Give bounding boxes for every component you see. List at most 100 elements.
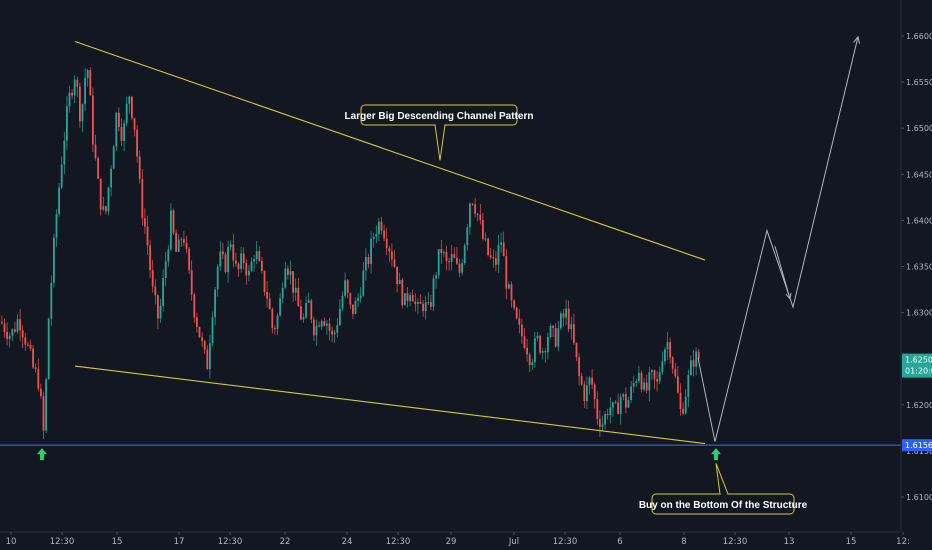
candle-down <box>146 226 149 246</box>
candle-up <box>11 329 14 336</box>
time-tick-label: 12:30 <box>553 537 578 547</box>
time-tick-label: 12: <box>896 537 910 547</box>
candle-down <box>261 260 263 271</box>
candle-up <box>276 315 279 329</box>
candle-up <box>63 140 66 165</box>
support-price-badge[interactable] <box>902 439 932 452</box>
candle-down <box>448 261 450 263</box>
candle-down <box>196 317 198 327</box>
candle-up <box>66 106 68 141</box>
candle-down <box>653 370 656 380</box>
candle-down <box>287 268 289 275</box>
candle-down <box>401 279 404 306</box>
candle-up <box>305 302 307 318</box>
candle-down <box>175 232 177 252</box>
candle-down <box>445 251 448 262</box>
candle-down <box>224 254 227 273</box>
candle-down <box>310 300 313 320</box>
candle-up <box>586 385 588 402</box>
candle-up <box>404 293 406 306</box>
candle-down <box>313 319 315 336</box>
candle-up <box>162 278 164 306</box>
candle-up <box>661 361 664 373</box>
price-axis[interactable]: 1.66000 1.65500 1.65000 1.64500 1.64000 1.635… <box>900 0 932 550</box>
candle-up <box>50 282 53 319</box>
candle-down <box>258 251 261 261</box>
candle-down <box>471 203 474 205</box>
candle-up <box>250 261 253 271</box>
candle-down <box>440 249 443 254</box>
candle-down <box>97 158 99 179</box>
candle-down <box>271 309 274 329</box>
candle-down <box>349 293 352 305</box>
price-tick-label: 1.65500 <box>906 78 932 87</box>
time-tick-label: 13 <box>784 537 795 547</box>
candle-up <box>643 382 645 390</box>
candle-up <box>372 236 375 239</box>
channel-callout[interactable]: Larger Big Descending Channel Pattern <box>345 104 534 161</box>
candle-up <box>362 270 365 296</box>
candle-down <box>385 238 388 249</box>
candle-up <box>307 300 310 303</box>
candle-down <box>34 367 37 369</box>
candle-down <box>99 178 102 210</box>
time-tick-label: 15 <box>112 537 123 547</box>
candle-down <box>380 221 383 231</box>
buy-arrow-icon <box>37 448 47 461</box>
candle-up <box>560 313 562 329</box>
candle-up <box>344 280 346 297</box>
buy-callout[interactable]: Buy on the Bottom Of the Structure <box>639 463 808 515</box>
current-price-badge[interactable] <box>902 353 932 378</box>
candle-down <box>3 323 6 332</box>
candle-down <box>422 303 424 312</box>
candle-up <box>469 203 471 228</box>
candle-up <box>315 325 318 336</box>
candle-up <box>557 328 560 347</box>
candle-down <box>346 280 349 294</box>
candle-up <box>248 270 250 276</box>
price-tick-label: 1.61000 <box>906 493 932 502</box>
candle-up <box>651 370 653 373</box>
time-tick-label: 12:30 <box>50 537 75 547</box>
candle-down <box>154 286 157 296</box>
lower-trendline[interactable] <box>74 365 706 445</box>
price-tick-label: 1.63000 <box>906 309 932 318</box>
price-tick-label: 1.62000 <box>906 401 932 410</box>
candle-up <box>648 372 651 391</box>
candle-up <box>604 413 606 425</box>
candle-down <box>583 384 586 402</box>
candle-down <box>352 304 354 314</box>
candle-down <box>406 293 409 301</box>
candle-down <box>190 270 193 295</box>
candle-up <box>664 349 666 362</box>
candle-down <box>268 298 271 310</box>
candle-up <box>177 239 180 252</box>
projection-arrowhead <box>853 35 860 44</box>
candle-down <box>544 351 547 353</box>
candle-down <box>79 86 81 122</box>
candle-down <box>419 301 422 304</box>
candle-down <box>552 325 554 328</box>
candle-up <box>159 305 162 319</box>
candle-up <box>531 362 534 366</box>
candle-down <box>237 263 240 270</box>
price-tick-label: 1.64000 <box>906 216 932 225</box>
candle-up <box>289 271 292 275</box>
candle-down <box>523 336 526 348</box>
candle-down <box>575 342 578 358</box>
candle-down <box>206 349 209 370</box>
time-axis[interactable]: 10 12:30 15 17 12:30 22 24 12:30 29 Jul 12:30 6 8 12:… <box>0 531 910 550</box>
candle-down <box>539 335 541 353</box>
upper-trendline[interactable] <box>74 41 706 261</box>
projection-path[interactable] <box>697 36 859 442</box>
candle-down <box>24 337 27 345</box>
time-tick-label: 29 <box>446 537 457 547</box>
candle-down <box>518 318 521 325</box>
candle-down <box>157 295 159 319</box>
secondary-arrow-line[interactable] <box>774 246 791 299</box>
drawings-layer <box>0 35 901 446</box>
candle-up <box>622 394 625 397</box>
candle-down <box>29 344 32 349</box>
